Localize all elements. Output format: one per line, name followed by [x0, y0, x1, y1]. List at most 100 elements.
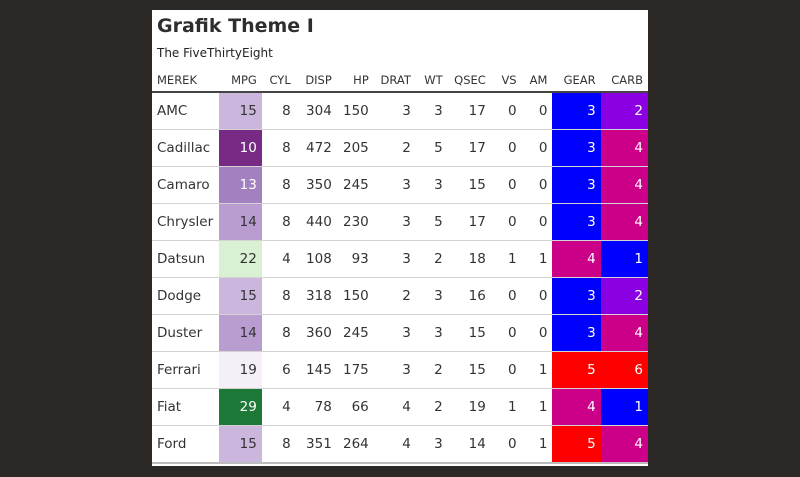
cell-drat: 4	[373, 425, 416, 464]
cell-cyl: 8	[261, 425, 296, 464]
cell-qsec: 15	[447, 351, 491, 389]
column-header-cyl: CYL	[261, 69, 296, 93]
column-header-merek: MEREK	[152, 69, 219, 93]
cell-make: Duster	[152, 314, 219, 352]
cell-vs: 0	[490, 425, 522, 464]
cell-gear: 4	[552, 388, 601, 426]
cell-vs: 0	[490, 129, 522, 167]
cell-qsec: 17	[447, 92, 491, 130]
cell-cyl: 8	[261, 277, 296, 315]
cell-carb: 1	[600, 240, 648, 278]
cell-mpg: 29	[218, 388, 262, 426]
data-table: MEREK MPG CYL DISP HP DRAT WT QSEC VS AM…	[152, 69, 648, 464]
cell-disp: 145	[295, 351, 337, 389]
cell-vs: 0	[490, 92, 522, 130]
cell-drat: 3	[373, 166, 416, 204]
cell-am: 1	[521, 240, 553, 278]
column-header-wt: WT	[415, 69, 448, 93]
cell-carb: 4	[600, 425, 648, 464]
cell-carb: 1	[600, 388, 648, 426]
cell-carb: 4	[600, 129, 648, 167]
cell-cyl: 4	[261, 240, 296, 278]
column-header-hp: HP	[336, 69, 374, 93]
table-row: Ferrari 19 6 145 175 3 2 15 0 1 5 6	[152, 351, 648, 389]
cell-qsec: 18	[447, 240, 491, 278]
column-header-gear: GEAR	[552, 69, 601, 93]
column-header-qsec: QSEC	[447, 69, 491, 93]
cell-disp: 440	[295, 203, 337, 241]
cell-qsec: 15	[447, 166, 491, 204]
cell-hp: 245	[336, 314, 374, 352]
cell-gear: 5	[552, 351, 601, 389]
cell-mpg: 10	[218, 129, 262, 167]
cell-drat: 3	[373, 240, 416, 278]
cell-disp: 108	[295, 240, 337, 278]
cell-cyl: 4	[261, 388, 296, 426]
cell-drat: 3	[373, 314, 416, 352]
cell-qsec: 17	[447, 129, 491, 167]
cell-drat: 3	[373, 351, 416, 389]
table-row: Fiat 29 4 78 66 4 2 19 1 1 4 1	[152, 388, 648, 426]
cell-cyl: 8	[261, 129, 296, 167]
table-row: Datsun 22 4 108 93 3 2 18 1 1 4 1	[152, 240, 648, 278]
cell-mpg: 14	[218, 203, 262, 241]
column-header-vs: VS	[490, 69, 522, 93]
cell-disp: 351	[295, 425, 337, 464]
cell-hp: 230	[336, 203, 374, 241]
cell-cyl: 8	[261, 203, 296, 241]
cell-disp: 318	[295, 277, 337, 315]
cell-gear: 5	[552, 425, 601, 464]
cell-qsec: 15	[447, 314, 491, 352]
cell-am: 0	[521, 203, 553, 241]
column-header-mpg: MPG	[218, 69, 262, 93]
cell-wt: 3	[415, 277, 448, 315]
cell-disp: 304	[295, 92, 337, 130]
cell-hp: 66	[336, 388, 374, 426]
cell-qsec: 14	[447, 425, 491, 464]
cell-am: 0	[521, 92, 553, 130]
table-row: Cadillac 10 8 472 205 2 5 17 0 0 3 4	[152, 129, 648, 167]
cell-qsec: 16	[447, 277, 491, 315]
cell-am: 0	[521, 166, 553, 204]
cell-disp: 360	[295, 314, 337, 352]
cell-wt: 5	[415, 203, 448, 241]
cell-vs: 0	[490, 351, 522, 389]
cell-wt: 2	[415, 388, 448, 426]
cell-wt: 3	[415, 425, 448, 464]
cell-cyl: 8	[261, 314, 296, 352]
cell-am: 1	[521, 425, 553, 464]
cell-carb: 4	[600, 203, 648, 241]
cell-make: Ferrari	[152, 351, 219, 389]
cell-gear: 3	[552, 314, 601, 352]
cell-make: Chrysler	[152, 203, 219, 241]
cell-cyl: 8	[261, 166, 296, 204]
cell-am: 0	[521, 129, 553, 167]
table-card: Grafik Theme I The FiveThirtyEight MEREK…	[152, 10, 648, 466]
cell-vs: 0	[490, 314, 522, 352]
cell-disp: 472	[295, 129, 337, 167]
cell-gear: 4	[552, 240, 601, 278]
cell-wt: 2	[415, 240, 448, 278]
cell-drat: 2	[373, 129, 416, 167]
column-header-drat: DRAT	[373, 69, 416, 93]
cell-disp: 350	[295, 166, 337, 204]
cell-wt: 3	[415, 166, 448, 204]
cell-gear: 3	[552, 129, 601, 167]
cell-vs: 0	[490, 203, 522, 241]
cell-wt: 5	[415, 129, 448, 167]
cell-am: 0	[521, 277, 553, 315]
cell-wt: 2	[415, 351, 448, 389]
cell-am: 1	[521, 351, 553, 389]
cell-mpg: 19	[218, 351, 262, 389]
table-row: Camaro 13 8 350 245 3 3 15 0 0 3 4	[152, 166, 648, 204]
cell-drat: 2	[373, 277, 416, 315]
cell-drat: 3	[373, 92, 416, 130]
cell-am: 1	[521, 388, 553, 426]
cell-make: Fiat	[152, 388, 219, 426]
cell-mpg: 22	[218, 240, 262, 278]
cell-cyl: 8	[261, 92, 296, 130]
cell-vs: 1	[490, 240, 522, 278]
cell-carb: 4	[600, 314, 648, 352]
cell-carb: 2	[600, 92, 648, 130]
column-header-carb: CARB	[600, 69, 648, 93]
